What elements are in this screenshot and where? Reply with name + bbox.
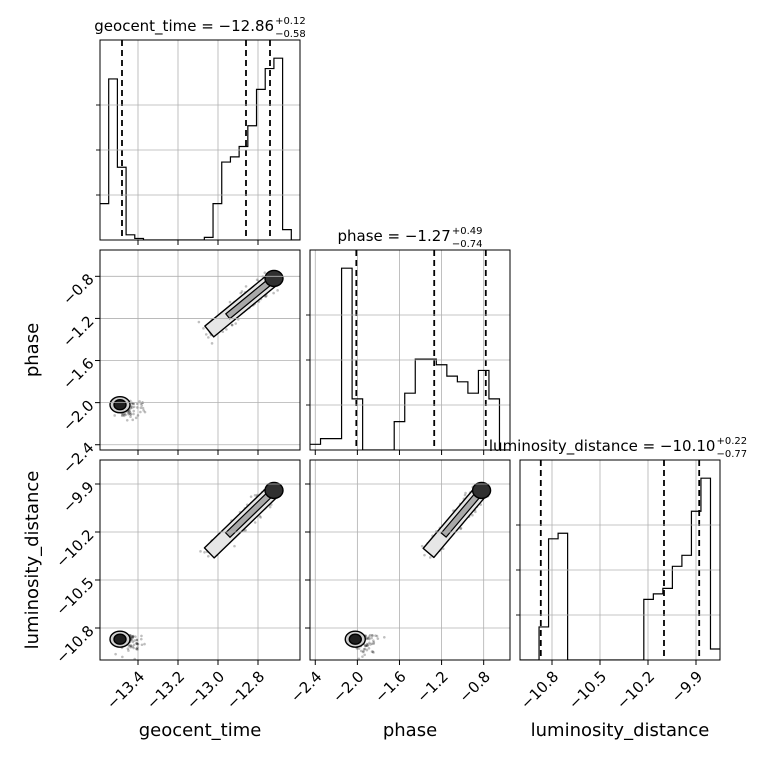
panel-frame [99, 39, 301, 241]
y-tick-label: −10.8 [52, 622, 97, 667]
x-tick-label: −2.4 [287, 668, 325, 706]
contour-inner-low [348, 633, 362, 645]
x-axis-label-geocent_time: geocent_time [139, 720, 262, 741]
panel-phase-vs-phase [306, 249, 511, 455]
panel-luminosity_distance-vs-luminosity_distance [516, 459, 721, 665]
title-phase: phase = −1.27+0.49 −0.74 [338, 226, 483, 250]
contour-inner-high [471, 481, 492, 500]
x-tick-label: −1.2 [413, 668, 451, 706]
y-tick-label: −1.6 [59, 354, 97, 392]
x-tick-label: −10.2 [613, 668, 658, 713]
contour-inner-high [264, 481, 284, 500]
title-luminosity_distance: luminosity_distance = −10.10+0.22 −0.77 [489, 436, 747, 460]
y-axis-label-luminosity_distance: luminosity_distance [22, 471, 43, 650]
x-tick-label: −1.6 [371, 668, 409, 706]
panel-luminosity_distance-vs-geocent_time [95, 459, 301, 665]
panel-frame [99, 459, 301, 661]
x-tick-label: −9.9 [668, 668, 706, 706]
y-tick-label: −0.8 [59, 270, 97, 308]
x-tick-label: −0.8 [455, 668, 493, 706]
panel-geocent_time-vs-geocent_time [96, 39, 301, 245]
y-tick-label: −2.0 [59, 396, 97, 434]
x-tick-label: −10.8 [517, 668, 562, 713]
contour-inner-high [264, 269, 284, 288]
panel-frame [309, 249, 511, 451]
x-axis-label-phase: phase [383, 720, 437, 741]
x-axis-label-luminosity_distance: luminosity_distance [531, 720, 710, 741]
y-axis-label-phase: phase [22, 323, 43, 377]
x-tick-label: −12.8 [223, 668, 268, 713]
y-tick-label: −1.2 [59, 312, 97, 350]
panel-frame [99, 249, 301, 451]
x-tick-label: −13.2 [143, 668, 188, 713]
panel-background [310, 250, 510, 450]
y-tick-label: −9.9 [59, 478, 97, 516]
title-geocent_time: geocent_time = −12.86+0.12 −0.58 [94, 16, 305, 40]
panel-phase-vs-geocent_time [95, 249, 301, 455]
y-tick-label: −2.4 [59, 439, 97, 477]
y-tick-label: −10.2 [52, 526, 97, 571]
panel-frame [309, 459, 511, 661]
contour-inner-low [113, 633, 127, 645]
y-tick-label: −10.5 [52, 574, 97, 619]
contour-inner-low [113, 399, 127, 411]
histogram-phase [310, 267, 510, 450]
x-tick-label: −2.0 [329, 668, 367, 706]
panel-frame [519, 459, 721, 661]
x-tick-label: −10.5 [565, 668, 610, 713]
panel-background [100, 40, 300, 240]
histogram-geocent_time [100, 57, 300, 240]
x-tick-label: −13.4 [103, 668, 148, 713]
x-tick-label: −13.0 [183, 668, 228, 713]
histogram-luminosity_distance [520, 477, 720, 660]
panel-background [520, 460, 720, 660]
panel-luminosity_distance-vs-phase [305, 459, 511, 665]
